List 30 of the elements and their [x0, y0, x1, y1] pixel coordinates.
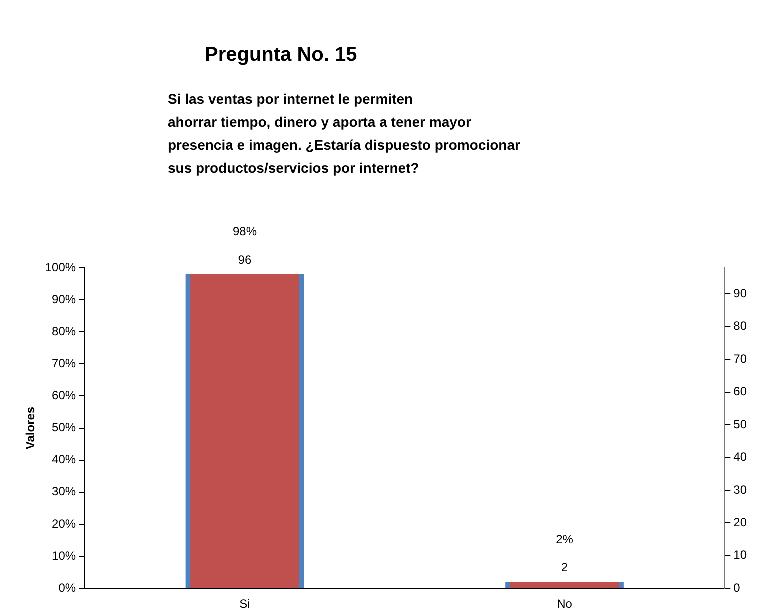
y-tick-label: 60%: [52, 388, 76, 403]
y-tick-label: 50%: [52, 420, 76, 435]
data-label: 2%: [556, 532, 574, 546]
y2-tick-label: 90: [734, 286, 748, 300]
data-label: 96: [238, 252, 252, 267]
y-tick-label: 30%: [52, 484, 76, 499]
chart-subtitle: Si las ventas por internet le permiten ahorrar tiempo, dinero y aporta a tener mayor presencia e imagen. ¿Estaría dispuesto promocionar sus productos/servicios por internet?: [168, 90, 520, 178]
y-tick-label: 40%: [52, 452, 76, 467]
y2-tick-label: 50: [734, 417, 748, 432]
y-tick-label: 10%: [52, 548, 76, 563]
y2-tick-label: 80: [734, 319, 748, 334]
y-tick-label: 80%: [52, 324, 76, 338]
y2-tick-label: 60: [734, 384, 748, 399]
y2-tick-label: 30: [734, 482, 748, 497]
y-tick-label: 20%: [52, 516, 76, 531]
x-tick-label: No: [557, 597, 573, 612]
y-axis-title: Valores: [24, 406, 38, 450]
data-label: 2: [561, 560, 568, 574]
data-label: 98%: [232, 224, 258, 239]
y-tick-label: 0%: [58, 580, 76, 595]
y-tick-label: 90%: [52, 292, 76, 306]
y2-tick-label: 20: [734, 515, 748, 530]
y2-tick-label: 0: [734, 580, 741, 595]
y-tick-label: 100%: [45, 260, 76, 274]
chart-title: Pregunta No. 15: [205, 44, 358, 67]
y2-tick-label: 70: [734, 352, 748, 366]
y2-tick-label: 40: [734, 450, 748, 464]
y2-tick-label: 10: [734, 548, 748, 562]
x-tick-label: Si: [240, 597, 250, 612]
y-tick-label: 70%: [52, 356, 76, 370]
